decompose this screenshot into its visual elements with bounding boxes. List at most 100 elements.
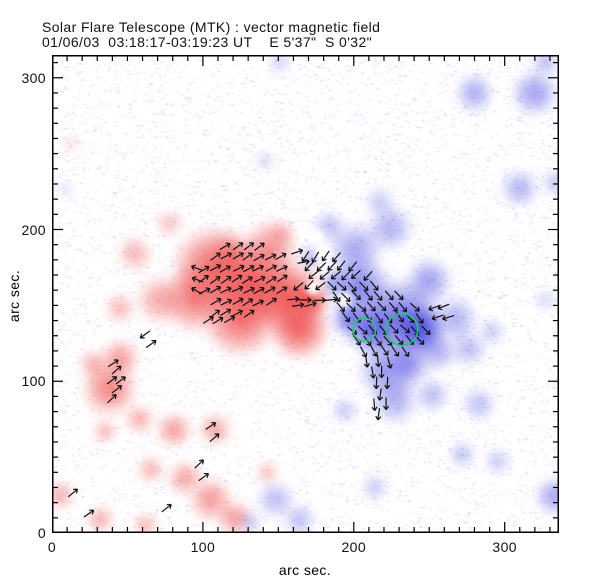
blue-polarity-blob bbox=[542, 168, 559, 197]
blue-polarity-blob bbox=[534, 288, 556, 310]
magnetic-vector-arrow bbox=[327, 261, 337, 271]
magnetic-vector-arrow bbox=[265, 264, 277, 272]
magnetic-vector-arrow bbox=[253, 253, 265, 262]
magnetic-vector-arrow bbox=[352, 334, 361, 346]
blue-polarity-blob bbox=[364, 187, 395, 218]
magnetic-vector-arrow bbox=[291, 248, 304, 255]
magnetic-vector-arrow bbox=[394, 290, 404, 301]
magnetic-vector-arrow bbox=[375, 354, 382, 368]
magnetic-vector-arrow bbox=[369, 366, 377, 379]
magnetic-vector-arrow bbox=[346, 326, 358, 335]
green-highlight-circle bbox=[385, 313, 419, 347]
neutral-line-gap bbox=[305, 279, 321, 295]
magnetic-vector-arrow bbox=[223, 315, 236, 324]
magnetic-vector-arrow bbox=[373, 335, 382, 347]
magnetic-vector-arrow bbox=[191, 276, 204, 283]
blue-polarity-blob bbox=[282, 502, 317, 533]
magnetic-vector-arrow bbox=[220, 286, 232, 294]
magnetic-vector-arrow bbox=[276, 286, 288, 295]
plot-area bbox=[52, 55, 559, 533]
y-tick-label: 200 bbox=[21, 221, 46, 238]
magnetic-vector-arrow bbox=[410, 325, 420, 336]
blue-polarity-blob bbox=[500, 168, 540, 209]
blue-polarity-blob bbox=[454, 73, 495, 113]
magnetic-vector-arrow bbox=[308, 270, 319, 280]
x-tick-label: 300 bbox=[492, 539, 517, 555]
magnetic-vector-arrow bbox=[351, 290, 361, 301]
magnetic-vector-arrow bbox=[220, 252, 232, 260]
red-polarity-blob bbox=[79, 349, 110, 380]
magnetic-vector-arrow bbox=[115, 376, 126, 385]
magnetic-vector-arrow bbox=[370, 345, 378, 357]
magnetic-vector-arrow bbox=[398, 301, 408, 313]
magnetic-vector-arrow bbox=[111, 385, 123, 394]
magnetic-vector-arrow bbox=[388, 301, 398, 313]
green-highlight-circles bbox=[352, 313, 419, 347]
magnetic-vector-arrow bbox=[219, 242, 231, 251]
magnetic-vector-arrow bbox=[373, 290, 383, 301]
magnetic-vector-arrow bbox=[107, 359, 119, 368]
y-tick-label: 0 bbox=[37, 525, 46, 541]
blue-polarity-blob bbox=[255, 479, 295, 520]
magnetic-vector-arrow bbox=[111, 365, 122, 375]
blue-polarity-blob bbox=[390, 341, 433, 385]
blue-polarity-blob bbox=[477, 317, 505, 345]
magnetic-vector-arrow bbox=[252, 299, 264, 307]
magnetic-vector-arrow bbox=[139, 330, 151, 339]
neutral-line-gap bbox=[337, 291, 353, 307]
magnetic-vector-arrow bbox=[299, 296, 312, 303]
red-polarity-blob bbox=[133, 513, 158, 533]
magnetic-vector-arrow bbox=[376, 388, 384, 401]
magnetic-vector-arrow bbox=[287, 295, 300, 303]
magnetic-vector-arrow bbox=[191, 286, 203, 295]
magnetic-vector-arrow bbox=[391, 345, 400, 357]
magnetic-vector-arrow bbox=[304, 301, 317, 308]
magnetic-vector-arrow bbox=[243, 286, 255, 294]
magnetic-vector-arrow bbox=[231, 285, 244, 293]
red-polarity-blob bbox=[216, 499, 253, 533]
magnetic-vector-arrow bbox=[341, 311, 350, 323]
magnetic-vector-arrow bbox=[321, 250, 330, 262]
magnetic-vector-arrow bbox=[437, 303, 450, 311]
red-polarity-blob bbox=[104, 293, 135, 324]
blue-polarity-blob bbox=[483, 448, 511, 476]
magnetic-vector-arrow bbox=[395, 311, 404, 323]
magnetic-vector-arrow bbox=[311, 251, 320, 263]
magnetic-vector-arrow bbox=[348, 261, 358, 272]
magnetic-vector-arrow bbox=[369, 280, 379, 291]
magnetic-vector-arrow bbox=[332, 252, 341, 263]
magnetic-vector-arrow bbox=[220, 298, 233, 306]
magnetic-vector-arrow bbox=[219, 265, 231, 273]
magnetic-vector-arrow bbox=[401, 346, 410, 358]
magnetic-vector-arrow bbox=[356, 303, 367, 312]
magnetic-vector-arrow bbox=[291, 301, 305, 309]
magnetic-vector-arrow bbox=[210, 297, 222, 306]
magnetic-vector-arrow bbox=[243, 309, 255, 318]
y-tick-label: 300 bbox=[21, 69, 46, 86]
magnetic-vector-arrow bbox=[205, 422, 217, 430]
magnetic-vector-arrow bbox=[364, 290, 373, 301]
chart-subtitle: 01/06/03 03:18:17-03:19:23 UT E 5'37" S … bbox=[42, 34, 373, 50]
magnetic-vector-arrow bbox=[415, 313, 424, 324]
blue-polarity-blob bbox=[510, 68, 559, 118]
magnetic-vector-arrow bbox=[330, 270, 342, 280]
magnetic-vector-arrow bbox=[337, 260, 346, 271]
magnetic-vector-arrow bbox=[368, 324, 377, 335]
magnetic-vector-arrow bbox=[325, 296, 338, 303]
chart-title: Solar Flare Telescope (MTK) : vector mag… bbox=[42, 19, 381, 35]
magnetic-vector-arrow bbox=[190, 264, 203, 272]
magnetic-vector-arrow bbox=[198, 287, 211, 295]
magnetic-vector-arrow bbox=[67, 488, 79, 498]
x-tick-label: 0 bbox=[47, 539, 57, 555]
magnetic-vector-arrow bbox=[414, 335, 425, 345]
magnetic-vector-arrow bbox=[363, 270, 373, 281]
magnetic-vector-arrow bbox=[198, 265, 210, 274]
magnetic-vector-arrow bbox=[332, 291, 341, 303]
magnetic-vector-arrow bbox=[380, 344, 389, 356]
blue-polarity-blob bbox=[58, 180, 74, 197]
red-polarity-blob bbox=[266, 218, 297, 250]
blue-polarity-blob bbox=[361, 473, 389, 502]
blue-polarity-blob bbox=[269, 55, 291, 74]
magnetic-vector-arrow bbox=[389, 323, 399, 334]
